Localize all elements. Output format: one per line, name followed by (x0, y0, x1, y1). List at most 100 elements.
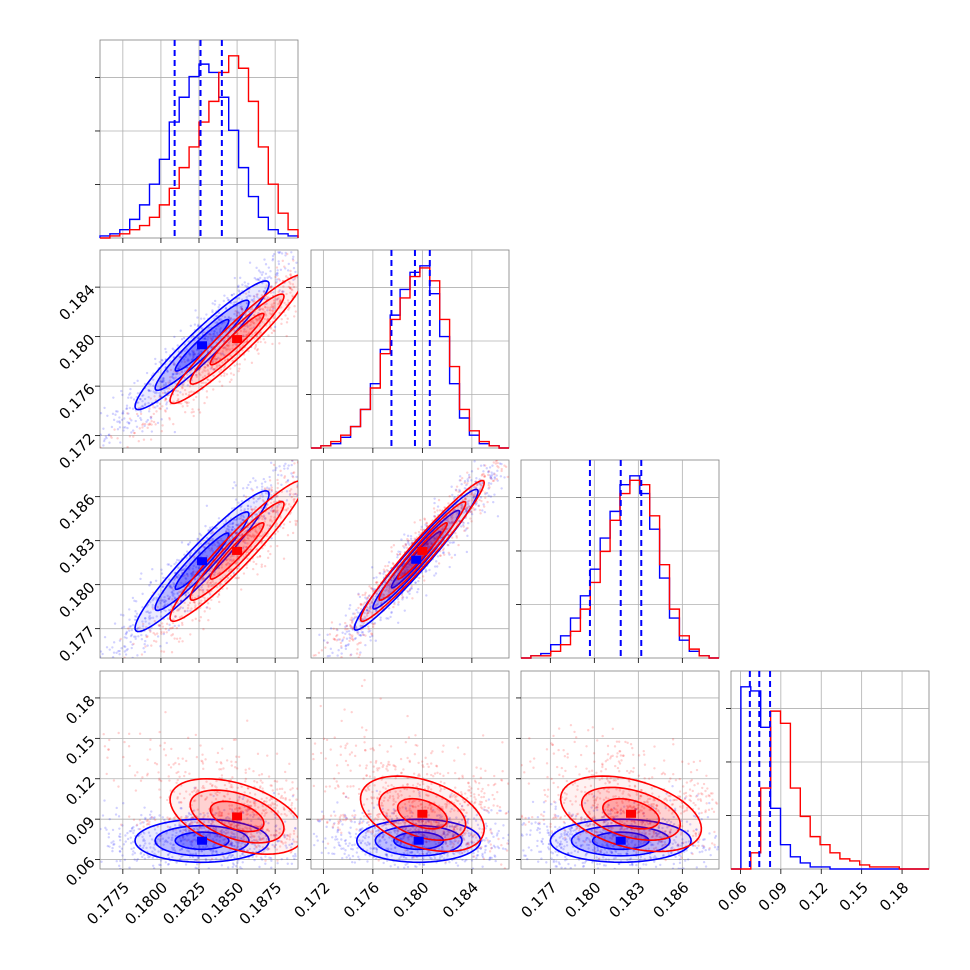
sample-point (152, 420, 156, 424)
sample-point (171, 587, 174, 590)
sample-point (148, 410, 151, 413)
sample-point (226, 344, 229, 347)
sample-point (244, 541, 247, 545)
sample-point (116, 420, 119, 423)
sample-point (436, 509, 439, 512)
sample-point (282, 285, 285, 288)
sample-point (133, 599, 136, 603)
sample-point (180, 855, 183, 858)
sample-point (253, 347, 257, 350)
sample-point (451, 520, 454, 523)
sample-point (175, 575, 179, 578)
sample-point (271, 510, 275, 514)
sample-point (490, 475, 493, 478)
sample-point (279, 268, 283, 271)
sample-point (116, 410, 119, 413)
sample-point (236, 332, 239, 335)
sample-point (248, 327, 252, 331)
sample-point (190, 596, 194, 600)
sample-point (210, 338, 214, 342)
sample-point (178, 830, 182, 833)
sample-point (350, 616, 354, 619)
sample-point (251, 855, 254, 859)
sample-point (197, 566, 201, 570)
sample-point (269, 784, 272, 787)
sample-point (223, 372, 226, 375)
sample-point (232, 301, 236, 304)
sample-point (353, 637, 357, 641)
sample-point (132, 642, 135, 646)
sample-point (367, 607, 371, 610)
sample-point (157, 850, 160, 853)
sample-point (108, 738, 111, 742)
sample-point (409, 537, 413, 541)
sample-point (240, 305, 243, 308)
sample-point (277, 250, 280, 254)
sample-point (291, 257, 295, 261)
sample-point (213, 303, 217, 306)
sample-point (264, 855, 267, 858)
sample-point (266, 309, 269, 312)
sample-point (239, 534, 242, 538)
sample-point (443, 553, 446, 556)
sample-point (130, 847, 133, 851)
sample-point (180, 360, 183, 363)
sample-point (206, 363, 209, 367)
sample-point (196, 336, 200, 340)
sample-point (390, 546, 393, 549)
sample-point (378, 571, 381, 575)
sample-point (182, 835, 185, 839)
sample-point (144, 634, 148, 637)
sample-point (404, 543, 407, 546)
sample-point (234, 518, 238, 522)
sample-point (208, 593, 212, 596)
sample-point (328, 654, 331, 658)
sample-point (423, 518, 427, 521)
sample-point (268, 856, 271, 859)
y-tick-label: 0.177 (55, 622, 98, 665)
sample-point (256, 278, 259, 281)
sample-point (190, 575, 193, 578)
sample-point (109, 434, 112, 438)
sample-point (133, 381, 136, 385)
sample-point (246, 719, 249, 722)
sample-point (269, 461, 273, 465)
sample-point (370, 633, 374, 636)
sample-point (232, 318, 235, 321)
sample-point (228, 559, 231, 562)
sample-point (171, 592, 175, 595)
sample-point (205, 554, 209, 558)
sample-point (368, 603, 372, 606)
sample-point (145, 774, 149, 777)
sample-point (242, 540, 246, 543)
sample-point (150, 423, 153, 426)
sample-point (277, 290, 280, 294)
sample-point (268, 275, 271, 278)
sample-point (132, 850, 135, 853)
sample-point (275, 466, 278, 470)
sample-point (226, 528, 230, 531)
sample-point (255, 855, 258, 858)
sample-point (111, 656, 115, 658)
sample-point (247, 282, 250, 285)
sample-point (261, 271, 265, 274)
sample-point (159, 386, 163, 389)
sample-point (207, 585, 210, 588)
sample-point (326, 633, 329, 636)
sample-point (163, 601, 167, 604)
sample-point (483, 475, 487, 478)
sample-point (349, 625, 352, 628)
sample-point (458, 488, 461, 492)
sample-point (177, 624, 181, 627)
sample-point (207, 365, 210, 368)
sample-point (173, 430, 177, 434)
sample-point (242, 572, 246, 575)
sample-point (201, 589, 204, 592)
sample-point (271, 843, 274, 847)
sample-point (185, 402, 189, 405)
sample-point (379, 616, 382, 619)
sample-point (382, 568, 386, 571)
sample-point (108, 648, 111, 651)
sample-point (166, 563, 169, 566)
sample-point (242, 545, 245, 548)
